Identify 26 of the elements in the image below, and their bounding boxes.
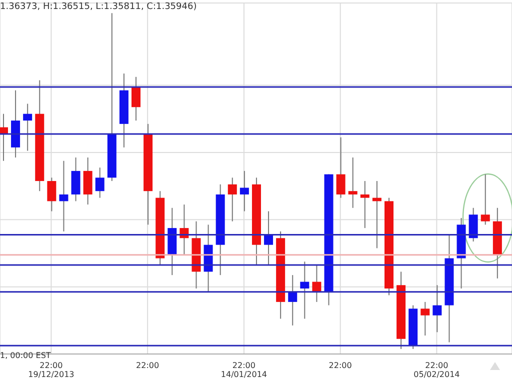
candlestick	[23, 103, 32, 152]
candlestick	[132, 76, 141, 122]
x-tick-label: 22:00	[328, 361, 352, 370]
candlestick	[240, 170, 249, 212]
candlestick	[420, 301, 430, 336]
candlestick	[47, 177, 56, 212]
candlestick	[59, 160, 68, 232]
x-tick-label: 22:00	[136, 361, 160, 370]
candlestick	[468, 207, 478, 242]
candlestick	[83, 157, 92, 206]
candlestick	[95, 167, 104, 198]
x-tick-label: 22:00 05/02/2014	[414, 361, 460, 379]
candlestick	[336, 136, 346, 198]
text: 1, 00:00 EST	[0, 351, 51, 360]
candlestick	[71, 157, 80, 202]
candlestick	[480, 174, 490, 226]
candlestick	[264, 210, 274, 266]
candlestick	[300, 261, 310, 320]
x-tick-label: 22:00 19/12/2013	[28, 361, 74, 379]
candlestick	[360, 180, 370, 229]
candlestick	[348, 157, 358, 208]
x-tick-label: 22:00 14/01/2014	[220, 361, 268, 379]
text: 1.36373, H:1.36515, L:1.35811, C:1.35946)	[0, 2, 197, 12]
candlestick	[228, 177, 237, 222]
candlestick	[432, 284, 442, 333]
candlestick	[288, 274, 298, 326]
